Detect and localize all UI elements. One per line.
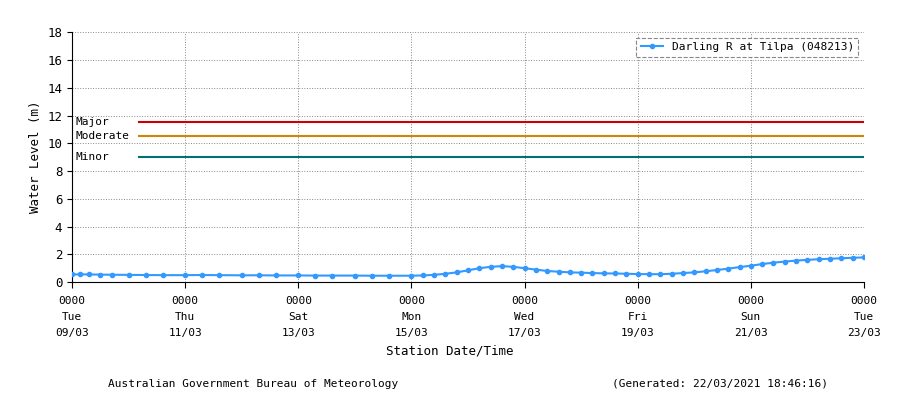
Text: 11/03: 11/03 bbox=[168, 328, 202, 339]
Y-axis label: Water Level (m): Water Level (m) bbox=[29, 101, 41, 214]
Text: 13/03: 13/03 bbox=[282, 328, 315, 339]
Darling R at Tilpa (048213) bbox=[292, 273, 303, 278]
Text: 0000: 0000 bbox=[284, 296, 311, 306]
Text: (Generated: 22/03/2021 18:46:16): (Generated: 22/03/2021 18:46:16) bbox=[612, 379, 828, 389]
Text: Wed: Wed bbox=[515, 312, 535, 322]
Text: Minor: Minor bbox=[76, 152, 110, 162]
Text: 0000: 0000 bbox=[511, 296, 538, 306]
Darling R at Tilpa (048213) bbox=[67, 272, 77, 277]
Text: Tue: Tue bbox=[62, 312, 82, 322]
Text: 0000: 0000 bbox=[58, 296, 86, 306]
Text: 0000: 0000 bbox=[737, 296, 764, 306]
Text: Tue: Tue bbox=[854, 312, 874, 322]
Text: Australian Government Bureau of Meteorology: Australian Government Bureau of Meteorol… bbox=[108, 379, 398, 389]
Text: 15/03: 15/03 bbox=[394, 328, 428, 339]
Text: 0000: 0000 bbox=[398, 296, 425, 306]
Legend: Darling R at Tilpa (048213): Darling R at Tilpa (048213) bbox=[636, 38, 859, 57]
Text: Moderate: Moderate bbox=[76, 131, 130, 141]
Text: 21/03: 21/03 bbox=[734, 328, 768, 339]
Text: 19/03: 19/03 bbox=[621, 328, 654, 339]
Text: Sat: Sat bbox=[288, 312, 309, 322]
Text: 09/03: 09/03 bbox=[55, 328, 89, 339]
Text: Major: Major bbox=[76, 117, 110, 127]
Darling R at Tilpa (048213) bbox=[779, 259, 790, 264]
Line: Darling R at Tilpa (048213): Darling R at Tilpa (048213) bbox=[70, 256, 866, 278]
Text: Fri: Fri bbox=[627, 312, 648, 322]
Darling R at Tilpa (048213) bbox=[554, 269, 564, 274]
Text: Mon: Mon bbox=[401, 312, 421, 322]
Darling R at Tilpa (048213) bbox=[428, 272, 439, 277]
Text: Thu: Thu bbox=[175, 312, 195, 322]
Text: 0000: 0000 bbox=[172, 296, 199, 306]
Text: Station Date/Time: Station Date/Time bbox=[386, 345, 514, 357]
Darling R at Tilpa (048213) bbox=[859, 255, 869, 260]
Darling R at Tilpa (048213) bbox=[253, 273, 264, 278]
Text: 0000: 0000 bbox=[850, 296, 878, 306]
Darling R at Tilpa (048213) bbox=[598, 271, 609, 276]
Darling R at Tilpa (048213) bbox=[366, 273, 377, 278]
Text: 0000: 0000 bbox=[625, 296, 652, 306]
Text: Sun: Sun bbox=[741, 312, 761, 322]
Text: 17/03: 17/03 bbox=[508, 328, 542, 339]
Text: 23/03: 23/03 bbox=[847, 328, 881, 339]
